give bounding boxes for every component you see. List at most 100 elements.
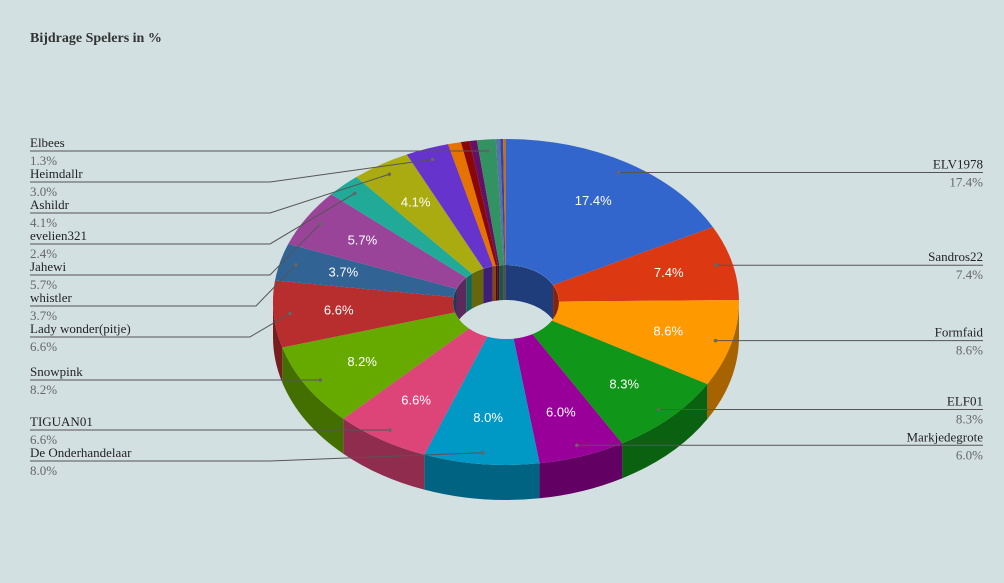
slice <box>513 334 623 464</box>
slice-label: 4.1% <box>401 195 431 210</box>
slice-label: 6.6% <box>324 302 354 317</box>
leader-dot <box>352 191 357 196</box>
legend-value: 6.6% <box>30 432 57 447</box>
slice <box>532 320 708 444</box>
slice-side <box>707 302 739 420</box>
leader-dot <box>288 311 292 316</box>
slice <box>331 177 472 278</box>
leader-line <box>30 452 483 462</box>
slice-label: 6.0% <box>546 404 576 419</box>
slice-side <box>273 302 283 383</box>
slice-inner-side <box>492 265 496 302</box>
slice-side <box>282 347 344 454</box>
slice-inner-side <box>505 265 506 301</box>
legend-value: 2.4% <box>30 246 57 261</box>
slice <box>356 154 484 274</box>
legend-label: De Onderhandelaar <box>30 445 132 460</box>
leader-dot <box>616 170 621 175</box>
legend-label: TIGUAN01 <box>30 414 93 429</box>
slice-label: 6.6% <box>401 393 431 408</box>
slice-label: 3.7% <box>329 265 359 280</box>
leader-dot <box>713 338 718 343</box>
leader-dot <box>318 221 323 226</box>
slice-inner-side <box>483 266 493 304</box>
slice-inner-side <box>456 277 467 324</box>
chart-title: Bijdrage Spelers in % <box>30 31 162 46</box>
slice-inner-side <box>504 265 506 301</box>
slice <box>551 299 740 385</box>
slice <box>500 139 506 266</box>
legend-value: 4.1% <box>30 215 57 230</box>
legend-value: 3.7% <box>30 308 57 323</box>
leader-dot <box>485 149 490 153</box>
slice-inner-side <box>466 273 472 313</box>
legend-value: 5.7% <box>30 277 57 292</box>
leader-dot <box>387 172 392 177</box>
legend-value: 8.0% <box>30 463 57 478</box>
slice-inner-side <box>471 268 484 309</box>
slice <box>476 139 504 266</box>
slice <box>469 140 500 266</box>
legend-label: Heimdallr <box>30 166 83 181</box>
slice <box>282 312 469 419</box>
slice-label: 17.4% <box>575 193 612 208</box>
slice-side <box>622 384 708 479</box>
slice-side <box>424 454 540 500</box>
slice <box>503 139 506 266</box>
legend-label: whistler <box>30 290 73 305</box>
hole-walls <box>453 265 559 337</box>
slice <box>460 141 498 266</box>
slice <box>448 142 496 267</box>
slice <box>553 227 739 302</box>
slice <box>275 243 457 298</box>
slice-label: 7.4% <box>654 265 684 280</box>
leader-dot <box>656 407 661 412</box>
slice <box>343 328 488 455</box>
legend-label: Ashildr <box>30 197 70 212</box>
slice-inner-side <box>506 265 554 320</box>
legend-label: Lady wonder(pitje) <box>30 321 131 336</box>
legend-label: Jahewi <box>30 259 66 274</box>
leader-dot <box>714 263 719 268</box>
slice <box>424 336 540 465</box>
leader-line <box>30 173 390 214</box>
leader-dot <box>430 157 435 162</box>
slice-label: 8.3% <box>609 377 639 392</box>
legend-value: 6.6% <box>30 339 57 354</box>
leader-line <box>30 264 297 307</box>
leader-line <box>30 158 433 183</box>
leader-dot <box>294 262 298 267</box>
legend-label: ELF01 <box>947 394 983 409</box>
slice <box>495 139 505 266</box>
legend-value: 1.3% <box>30 153 57 168</box>
slice <box>406 144 493 269</box>
slice-label: 8.0% <box>473 410 503 425</box>
slice-side <box>343 418 425 490</box>
slice <box>273 280 456 348</box>
legend-label: Sandros22 <box>928 249 983 264</box>
slice <box>288 194 467 289</box>
legend-label: Markjedegrote <box>906 429 983 444</box>
leader-dot <box>481 450 485 455</box>
leader-dot <box>575 443 579 448</box>
legend-value: 6.0% <box>956 447 983 462</box>
slice-inner-side <box>503 265 505 301</box>
slice-inner-side <box>495 265 498 301</box>
slice-inner-side <box>497 265 500 301</box>
slice-label: 8.6% <box>653 323 683 338</box>
slice-inner-side <box>499 265 504 301</box>
legend-label: Elbees <box>30 135 65 150</box>
slice-side <box>539 443 623 499</box>
leader-line <box>30 312 291 338</box>
slice <box>506 139 713 285</box>
legend-value: 7.4% <box>956 267 983 282</box>
legend-label: evelien321 <box>30 228 87 243</box>
legend-label: ELV1978 <box>933 157 983 172</box>
legend-value: 8.2% <box>30 382 57 397</box>
legend-value: 3.0% <box>30 184 57 199</box>
leader-line <box>30 223 321 276</box>
slice-label: 8.2% <box>347 354 377 369</box>
legend-label: Formfaid <box>935 325 984 340</box>
